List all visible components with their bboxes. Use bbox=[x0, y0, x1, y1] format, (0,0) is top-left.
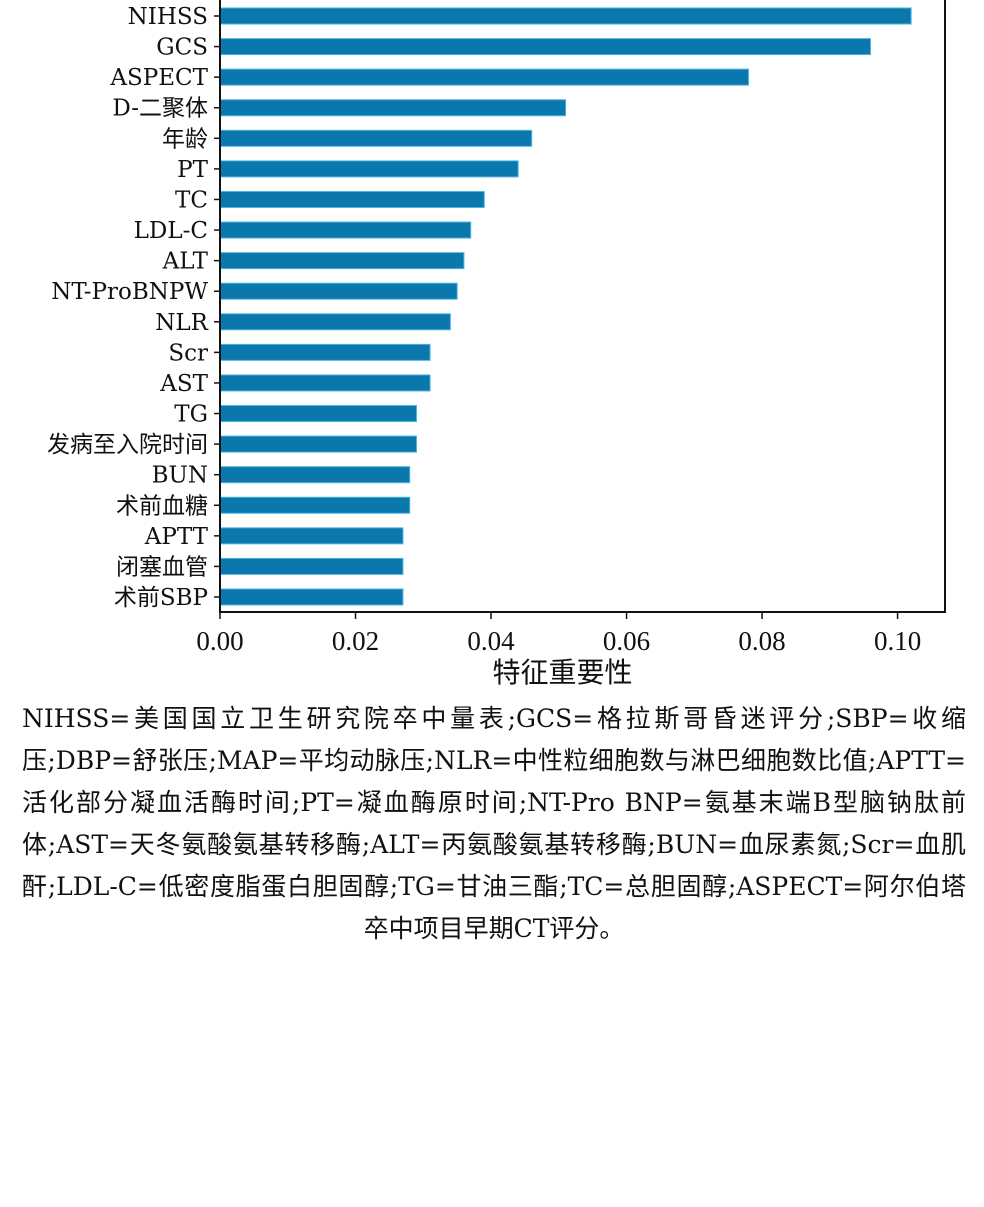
bar-5 bbox=[219, 160, 519, 178]
y-tick-label-3: D-二聚体 bbox=[112, 96, 208, 122]
bar-16 bbox=[219, 496, 411, 514]
bar-4 bbox=[219, 129, 533, 147]
bar-8 bbox=[219, 252, 465, 270]
bar-19 bbox=[219, 588, 404, 606]
y-tick-label-14: 发病至入院时间 bbox=[47, 432, 208, 458]
y-tick-label-7: LDL-C bbox=[134, 218, 208, 244]
x-tick-label-1: 0.02 bbox=[332, 626, 379, 656]
y-tick-label-13: TG bbox=[174, 402, 208, 428]
y-tick-label-1: GCS bbox=[156, 35, 208, 61]
bar-12 bbox=[219, 374, 431, 392]
bar-10 bbox=[219, 313, 451, 331]
x-tick-label-0: 0.00 bbox=[196, 626, 243, 656]
y-tick-label-2: ASPECT bbox=[109, 65, 208, 91]
y-tick-label-10: NLR bbox=[155, 310, 208, 336]
y-tick-label-4: 年龄 bbox=[162, 126, 208, 152]
y-tick-label-12: AST bbox=[159, 371, 208, 397]
x-tick-label-5: 0.10 bbox=[874, 626, 921, 656]
x-tick-label-2: 0.04 bbox=[467, 626, 515, 656]
bar-7 bbox=[219, 221, 472, 239]
x-tick-label-3: 0.06 bbox=[603, 626, 650, 656]
y-tick-label-11: Scr bbox=[168, 340, 208, 366]
y-tick-label-15: BUN bbox=[152, 463, 208, 489]
bar-15 bbox=[219, 466, 411, 484]
bar-9 bbox=[219, 282, 458, 300]
bar-3 bbox=[219, 99, 567, 117]
y-tick-label-0: NIHSS bbox=[128, 4, 208, 30]
bar-18 bbox=[219, 557, 404, 575]
bar-13 bbox=[219, 405, 417, 423]
bar-0 bbox=[219, 7, 912, 25]
bar-14 bbox=[219, 435, 417, 453]
y-tick-label-6: TC bbox=[175, 187, 208, 213]
y-tick-label-19: 术前SBP bbox=[114, 585, 208, 611]
x-axis-label: 特征重要性 bbox=[492, 656, 632, 689]
bar-17 bbox=[219, 527, 404, 545]
y-tick-label-18: 闭塞血管 bbox=[116, 554, 208, 580]
plot-frame bbox=[219, 0, 946, 613]
x-tick-label-4: 0.08 bbox=[738, 626, 785, 656]
bar-6 bbox=[219, 190, 485, 208]
y-tick-label-9: NT-ProBNPW bbox=[51, 279, 208, 305]
bar-2 bbox=[219, 68, 750, 86]
y-tick-label-17: APTT bbox=[144, 524, 209, 550]
y-tick-label-16: 术前血糖 bbox=[116, 493, 208, 519]
bar-11 bbox=[219, 343, 431, 361]
y-tick-label-5: PT bbox=[177, 157, 208, 183]
figure-caption: NIHSS=美国国立卫生研究院卒中量表;GCS=格拉斯哥昏迷评分;SBP=收缩压… bbox=[22, 704, 966, 943]
y-tick-label-8: ALT bbox=[162, 249, 209, 275]
bar-1 bbox=[219, 38, 871, 56]
